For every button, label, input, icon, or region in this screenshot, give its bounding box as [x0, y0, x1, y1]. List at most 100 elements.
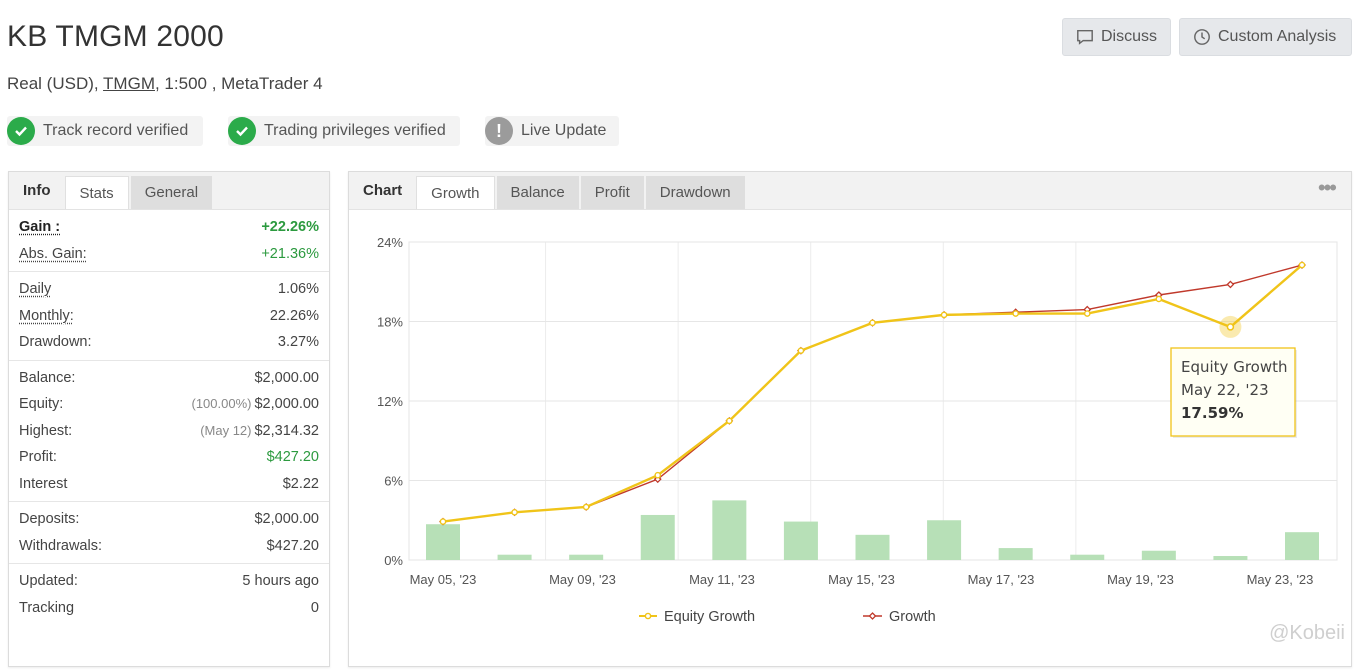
- equity-growth-point: [726, 417, 733, 425]
- track-record-badge: Track record verified: [7, 116, 203, 146]
- updated-label: Updated:: [19, 573, 78, 590]
- x-tick-label: May 11, '23: [689, 572, 755, 587]
- broker-link[interactable]: TMGM: [103, 74, 155, 93]
- custom-analysis-button[interactable]: Custom Analysis: [1179, 18, 1352, 56]
- stats-tabs: Info Stats General: [9, 172, 329, 210]
- stats-panel: Info Stats General Gain : +22.26% Abs. Ga…: [8, 171, 330, 667]
- tracking-label: Tracking: [19, 599, 75, 616]
- stat-deposits: Deposits: $2,000.00: [19, 506, 319, 533]
- daily-bar: [1213, 556, 1248, 560]
- deposits-group: Deposits: $2,000.00 Withdrawals: $427.20: [9, 502, 329, 564]
- daily-bar: [783, 521, 818, 560]
- daily-bar: [998, 548, 1033, 560]
- monthly-value: 22.26%: [269, 307, 319, 324]
- live-update-badge: ! Live Update: [485, 116, 619, 146]
- equity-percent: (100.00%): [191, 396, 252, 412]
- monthly-label[interactable]: Monthly:: [19, 307, 74, 324]
- daily-bar: [1141, 550, 1176, 560]
- daily-bar: [497, 554, 532, 560]
- stat-abs-gain: Abs. Gain: +21.36%: [19, 241, 319, 268]
- withdrawals-value: $427.20: [266, 537, 319, 554]
- x-tick-label: May 15, '23: [828, 572, 895, 587]
- more-options-icon[interactable]: •••: [1317, 175, 1337, 200]
- tab-drawdown[interactable]: Drawdown: [645, 176, 745, 209]
- tab-profit[interactable]: Profit: [580, 176, 644, 209]
- daily-label[interactable]: Daily: [19, 281, 52, 298]
- daily-bar: [1070, 554, 1105, 560]
- y-tick-label: 24%: [377, 235, 403, 250]
- tab-chart[interactable]: Chart: [363, 182, 403, 199]
- stat-daily: Daily 1.06%: [19, 276, 319, 303]
- equity-growth-point: [940, 311, 948, 319]
- y-tick-label: 18%: [377, 315, 403, 330]
- tooltip-series: Equity Growth: [1181, 358, 1288, 376]
- custom-analysis-label: Custom Analysis: [1218, 28, 1337, 45]
- tab-stats[interactable]: Stats: [64, 176, 129, 209]
- highest-date: (May 12): [200, 422, 252, 438]
- highest-label: Highest:: [19, 422, 73, 439]
- stat-gain: Gain : +22.26%: [19, 214, 319, 241]
- stat-balance: Balance: $2,000.00: [19, 365, 319, 392]
- equity-growth-point: [654, 471, 662, 479]
- daily-value: 1.06%: [277, 281, 319, 298]
- legend-equity-label: Equity Growth: [664, 609, 755, 625]
- stat-interest: Interest $2.22: [19, 471, 319, 498]
- rate-group: Daily 1.06% Monthly: 22.26% Drawdown: 3.27%: [9, 272, 329, 361]
- account-type: Real (USD),: [7, 74, 104, 93]
- y-tick-label: 12%: [377, 394, 403, 409]
- tab-general[interactable]: General: [130, 176, 213, 209]
- y-tick-label: 0%: [384, 553, 403, 568]
- tab-growth[interactable]: Growth: [416, 176, 495, 209]
- tooltip-box: [1170, 347, 1296, 437]
- stat-tracking: Tracking 0: [19, 595, 319, 622]
- chart-tabs: Chart Growth Balance Profit Drawdown: [349, 172, 1351, 210]
- profit-label: Profit:: [19, 449, 57, 466]
- daily-bar: [640, 514, 675, 560]
- live-update-label: Live Update: [521, 122, 607, 139]
- deposits-value: $2,000.00: [254, 511, 319, 528]
- withdrawals-label: Withdrawals:: [19, 537, 102, 554]
- equity-value-wrap: (100.00%) $2,000.00: [192, 396, 320, 412]
- tab-balance[interactable]: Balance: [496, 176, 579, 209]
- gain-value: +22.26%: [261, 219, 319, 236]
- balance-value: $2,000.00: [254, 369, 319, 386]
- daily-bar: [1285, 532, 1319, 560]
- equity-growth-point: [869, 319, 876, 327]
- equity-value: $2,000.00: [254, 396, 319, 413]
- daily-bar: [712, 500, 747, 560]
- growth-point: [1226, 280, 1235, 289]
- equity-growth-point: [1298, 261, 1306, 269]
- exclamation-icon: !: [485, 117, 513, 145]
- stat-profit: Profit: $427.20: [19, 444, 319, 471]
- daily-bar: [855, 534, 890, 560]
- page-title: KB TMGM 2000: [7, 20, 224, 53]
- daily-bar: [569, 554, 604, 560]
- gain-label[interactable]: Gain :: [19, 219, 61, 236]
- drawdown-value: 3.27%: [277, 334, 319, 351]
- stat-highest: Highest: (May 12) $2,314.32: [19, 418, 319, 445]
- stat-monthly: Monthly: 22.26%: [19, 303, 319, 330]
- tooltip-date: May 22, '23: [1181, 381, 1269, 399]
- tab-info[interactable]: Info: [23, 182, 51, 199]
- equity-label: Equity:: [19, 396, 64, 413]
- leverage-platform: , 1:500 , MetaTrader 4: [154, 74, 323, 93]
- discuss-button[interactable]: Discuss: [1062, 18, 1171, 56]
- stat-withdrawals: Withdrawals: $427.20: [19, 533, 319, 560]
- trading-privileges-label: Trading privileges verified: [264, 122, 446, 139]
- highest-value-wrap: (May 12) $2,314.32: [200, 423, 319, 439]
- check-icon: [228, 117, 256, 145]
- abs-gain-label[interactable]: Abs. Gain:: [19, 245, 87, 262]
- y-tick-label: 6%: [384, 474, 403, 489]
- stat-drawdown: Drawdown: 3.27%: [19, 329, 319, 356]
- profit-value: $427.20: [266, 449, 319, 466]
- highest-value: $2,314.32: [254, 422, 319, 439]
- stat-updated: Updated: 5 hours ago: [19, 568, 319, 595]
- update-group: Updated: 5 hours ago Tracking 0: [9, 564, 329, 625]
- legend-equity-marker: [644, 612, 652, 620]
- discuss-label: Discuss: [1100, 28, 1157, 45]
- tracking-value: 0: [310, 599, 319, 616]
- stat-equity: Equity: (100.00%) $2,000.00: [19, 391, 319, 418]
- drawdown-label: Drawdown:: [19, 334, 92, 351]
- legend-growth-marker: [868, 612, 877, 620]
- tooltip-value: 17.59%: [1181, 404, 1243, 422]
